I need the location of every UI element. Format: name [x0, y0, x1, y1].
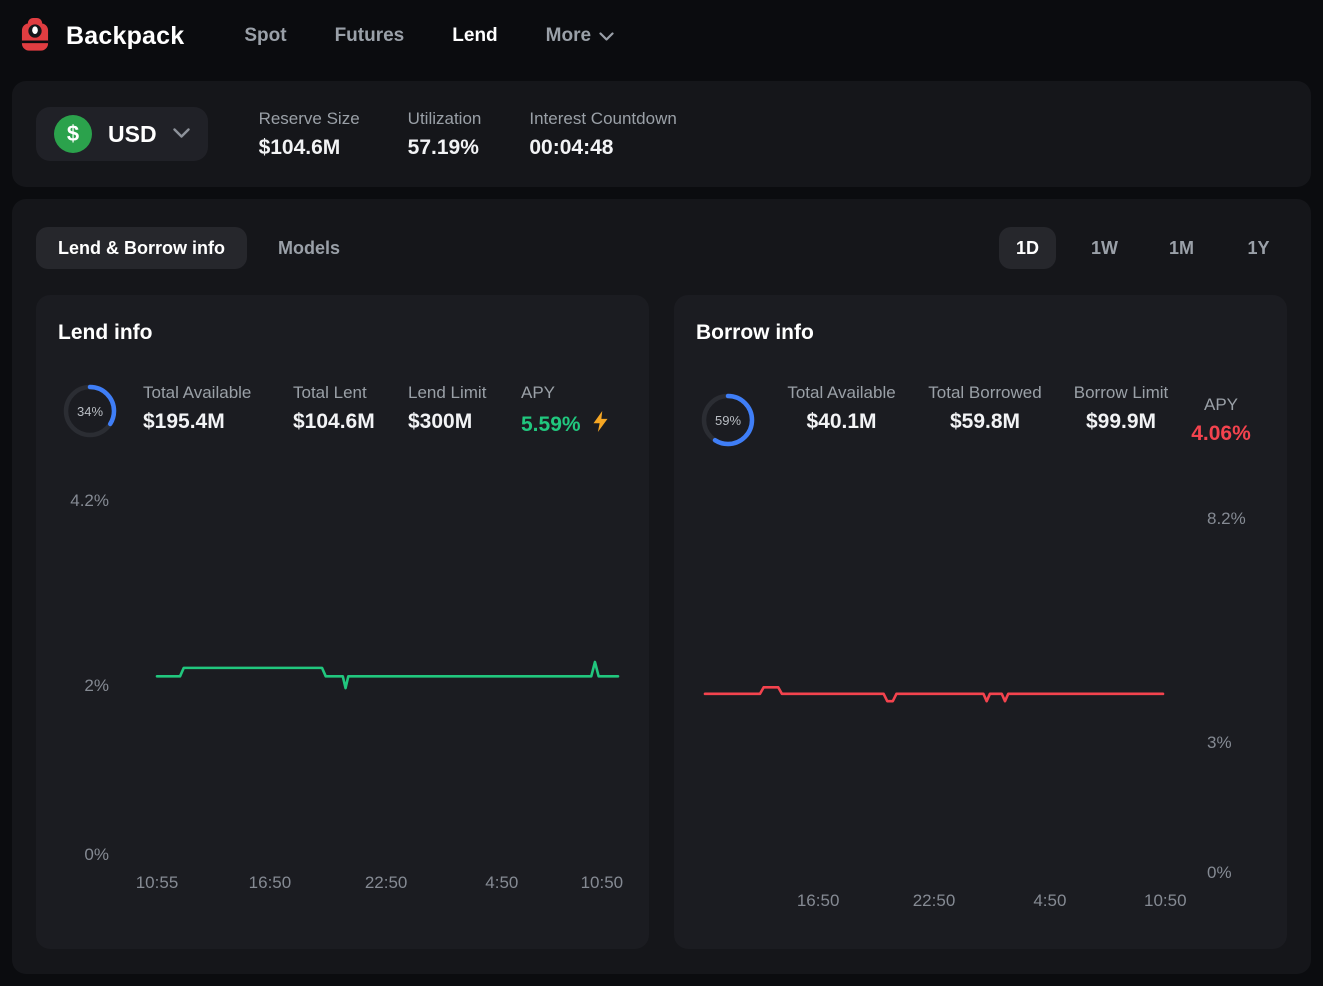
total-available-col: Total Available $40.1M: [769, 381, 914, 434]
range-1m-button[interactable]: 1M: [1153, 227, 1210, 269]
utilization-stat: Utilization 57.19%: [408, 109, 482, 160]
x-axis-tick: 10:55: [136, 873, 179, 893]
lightning-boost-icon: [590, 410, 611, 439]
gauge-percent-label: 59%: [700, 392, 756, 448]
tab-lend-borrow-info[interactable]: Lend & Borrow info: [36, 227, 247, 269]
y-axis-tick: 0%: [84, 845, 109, 865]
stat-value: $300M: [408, 410, 486, 434]
range-1y-button[interactable]: 1Y: [1230, 227, 1287, 269]
stat-value: 00:04:48: [529, 136, 676, 160]
top-nav: Backpack Spot Futures Lend More: [0, 0, 1323, 72]
nav-item-spot[interactable]: Spot: [244, 25, 286, 47]
x-axis-tick: 4:50: [485, 873, 518, 893]
total-lent-col: Total Lent $104.6M: [293, 381, 375, 434]
x-axis-tick: 22:50: [913, 891, 956, 911]
market-stats: Reserve Size $104.6M Utilization 57.19% …: [259, 109, 677, 160]
range-1w-button[interactable]: 1W: [1076, 227, 1133, 269]
range-1d-button[interactable]: 1D: [999, 227, 1056, 269]
stat-label: Total Lent: [293, 381, 375, 405]
stat-value: $59.8M: [912, 410, 1058, 434]
nav-item-lend[interactable]: Lend: [452, 25, 497, 47]
y-axis-tick: 0%: [1207, 863, 1232, 883]
stat-label: APY: [521, 381, 611, 405]
brand[interactable]: Backpack: [16, 15, 184, 58]
lend-limit-col: Lend Limit $300M: [408, 381, 486, 434]
stat-label: Total Available: [769, 381, 914, 405]
lend-apy-value: 5.59%: [521, 413, 581, 437]
usd-coin-icon: $: [54, 115, 92, 153]
y-axis-tick: 3%: [1207, 733, 1232, 753]
lend-info-card: Lend info 34% Total Available $195.4M To…: [36, 295, 649, 949]
tab-models[interactable]: Models: [278, 238, 340, 259]
y-axis-tick: 4.2%: [70, 491, 109, 511]
x-axis-tick: 22:50: [365, 873, 408, 893]
stat-label: APY: [1166, 393, 1276, 417]
borrow-info-card: Borrow info 59% Total Available $40.1M T…: [674, 295, 1287, 949]
stat-label: Interest Countdown: [529, 109, 676, 129]
borrow-apy-value: 4.06%: [1166, 422, 1276, 446]
nav-items: Spot Futures Lend More: [244, 25, 614, 47]
x-axis-tick: 10:50: [1144, 891, 1187, 911]
chevron-down-icon: [599, 25, 614, 47]
nav-item-more[interactable]: More: [546, 25, 614, 47]
stat-label: Reserve Size: [259, 109, 360, 129]
lend-apy-history-line: [157, 501, 618, 855]
card-title: Lend info: [58, 321, 152, 345]
total-borrowed-col: Total Borrowed $59.8M: [912, 381, 1058, 434]
stat-label: Total Available: [143, 381, 251, 405]
x-axis-tick: 16:50: [797, 891, 840, 911]
interest-countdown-stat: Interest Countdown 00:04:48: [529, 109, 676, 160]
x-axis-tick: 4:50: [1033, 891, 1066, 911]
asset-selector-label: USD: [108, 121, 157, 148]
borrow-apy-chart: 8.2%3%0%16:5022:504:5010:50: [705, 519, 1163, 873]
card-title: Borrow info: [696, 321, 814, 345]
x-axis-tick: 10:50: [581, 873, 624, 893]
x-axis-tick: 16:50: [249, 873, 292, 893]
market-stats-panel: $ USD Reserve Size $104.6M Utilization 5…: [12, 81, 1311, 187]
chevron-down-icon: [173, 125, 190, 143]
time-range-group: 1D 1W 1M 1Y: [999, 227, 1287, 269]
y-axis-tick: 8.2%: [1207, 509, 1246, 529]
backpack-logo-icon: [16, 15, 54, 58]
stat-label: Utilization: [408, 109, 482, 129]
stat-value: $104.6M: [259, 136, 360, 160]
gauge-percent-label: 34%: [62, 383, 118, 439]
stat-value: 57.19%: [408, 136, 482, 160]
reserve-size-stat: Reserve Size $104.6M: [259, 109, 360, 160]
total-available-col: Total Available $195.4M: [143, 381, 251, 434]
lend-apy-chart: 4.2%2%0%10:5516:5022:504:5010:50: [157, 501, 618, 855]
lend-apy-col: APY 5.59%: [521, 381, 611, 439]
tabs-row: Lend & Borrow info Models 1D 1W 1M 1Y: [36, 227, 1287, 269]
asset-selector[interactable]: $ USD: [36, 107, 208, 161]
stat-value: $40.1M: [769, 410, 914, 434]
nav-item-futures[interactable]: Futures: [335, 25, 405, 47]
stat-value: $104.6M: [293, 410, 375, 434]
brand-name: Backpack: [66, 22, 184, 51]
borrow-utilization-gauge: 59%: [700, 392, 756, 448]
borrow-apy-history-line: [705, 519, 1163, 873]
stat-label: Total Borrowed: [912, 381, 1058, 405]
y-axis-tick: 2%: [84, 676, 109, 696]
stat-value: $195.4M: [143, 410, 251, 434]
lend-utilization-gauge: 34%: [62, 383, 118, 439]
main-panel: Lend & Borrow info Models 1D 1W 1M 1Y Le…: [12, 199, 1311, 974]
stat-label: Lend Limit: [408, 381, 486, 405]
borrow-apy-col: APY 4.06%: [1166, 393, 1276, 446]
